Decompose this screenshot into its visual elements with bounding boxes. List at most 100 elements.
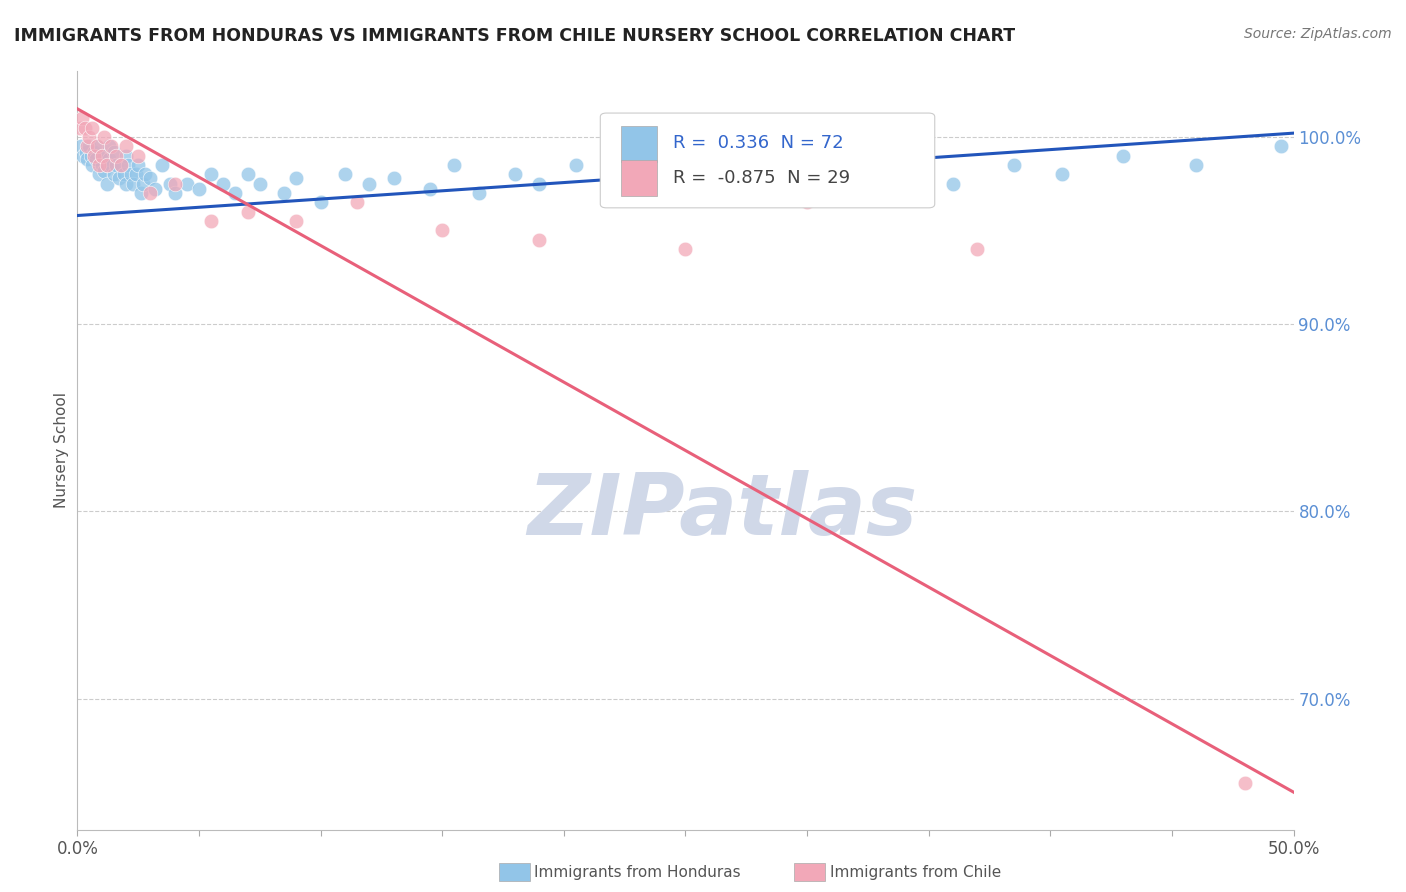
Point xyxy=(96,158,118,172)
Bar xyxy=(621,160,658,196)
Point xyxy=(139,186,162,200)
Point xyxy=(820,158,842,172)
Point xyxy=(1233,776,1256,790)
Point xyxy=(100,158,122,172)
Point xyxy=(236,204,259,219)
Point xyxy=(79,129,101,144)
Point xyxy=(76,153,98,167)
Point xyxy=(127,158,149,172)
Point xyxy=(419,182,441,196)
Point xyxy=(1185,158,1208,172)
Point xyxy=(382,171,405,186)
Point xyxy=(76,139,98,153)
Text: R =  0.336  N = 72: R = 0.336 N = 72 xyxy=(673,135,844,153)
Point xyxy=(90,148,112,162)
Point xyxy=(467,186,489,200)
Point xyxy=(89,167,111,181)
Point xyxy=(110,158,132,172)
Point xyxy=(89,158,111,172)
Point xyxy=(139,171,162,186)
Point xyxy=(80,120,103,135)
Point xyxy=(143,182,166,196)
Point xyxy=(105,158,128,172)
Point xyxy=(529,177,551,191)
Point xyxy=(72,148,94,162)
Point xyxy=(134,167,156,181)
Point xyxy=(100,139,122,153)
Point xyxy=(1052,167,1074,181)
Point xyxy=(1112,148,1135,162)
Point xyxy=(122,177,145,191)
Point xyxy=(83,148,105,162)
Point xyxy=(212,177,235,191)
Point xyxy=(112,167,135,181)
Point xyxy=(200,214,222,228)
Point xyxy=(503,167,526,181)
Point xyxy=(893,167,915,181)
Point xyxy=(966,242,988,256)
Point xyxy=(110,158,132,172)
Point xyxy=(105,148,128,162)
Point xyxy=(163,186,186,200)
Point xyxy=(84,153,107,167)
Point xyxy=(699,177,721,191)
Point xyxy=(80,148,103,162)
Point xyxy=(1270,139,1292,153)
Text: R =  -0.875  N = 29: R = -0.875 N = 29 xyxy=(673,169,851,186)
Point xyxy=(96,158,118,172)
Point xyxy=(650,167,672,181)
Point xyxy=(70,139,93,153)
Point xyxy=(309,195,332,210)
Point xyxy=(129,186,152,200)
Point xyxy=(285,171,308,186)
Point xyxy=(79,139,101,153)
Point xyxy=(132,177,155,191)
Point xyxy=(107,171,129,186)
Point xyxy=(430,223,453,237)
Point xyxy=(443,158,465,172)
Point xyxy=(127,148,149,162)
Point xyxy=(97,139,120,153)
Point xyxy=(759,167,782,181)
Point xyxy=(69,120,91,135)
Point xyxy=(93,163,115,178)
Point xyxy=(359,177,381,191)
Bar xyxy=(621,126,658,162)
Point xyxy=(602,177,624,191)
Point xyxy=(93,129,115,144)
Point xyxy=(86,139,108,153)
Point xyxy=(565,158,588,172)
Point xyxy=(115,139,138,153)
Text: Immigrants from Chile: Immigrants from Chile xyxy=(830,865,1001,880)
Point xyxy=(675,242,697,256)
Text: Source: ZipAtlas.com: Source: ZipAtlas.com xyxy=(1244,27,1392,41)
Point xyxy=(346,195,368,210)
Point xyxy=(120,167,142,181)
Point xyxy=(86,139,108,153)
Point xyxy=(83,145,105,159)
Point xyxy=(1002,158,1025,172)
Point xyxy=(115,177,138,191)
Point xyxy=(115,148,138,162)
Point xyxy=(249,177,271,191)
Point xyxy=(188,182,211,196)
Point xyxy=(236,167,259,181)
Point xyxy=(333,167,356,181)
Point xyxy=(103,145,125,159)
Point xyxy=(90,158,112,172)
Point xyxy=(75,145,97,159)
Point xyxy=(73,120,96,135)
Point xyxy=(96,177,118,191)
Point xyxy=(117,158,139,172)
Point xyxy=(103,167,125,181)
Point xyxy=(93,148,115,162)
Point xyxy=(796,195,818,210)
Point xyxy=(224,186,246,200)
Point xyxy=(163,177,186,191)
Point xyxy=(90,148,112,162)
Point xyxy=(159,177,181,191)
Point xyxy=(80,158,103,172)
FancyBboxPatch shape xyxy=(600,113,935,208)
Point xyxy=(97,153,120,167)
Point xyxy=(285,214,308,228)
